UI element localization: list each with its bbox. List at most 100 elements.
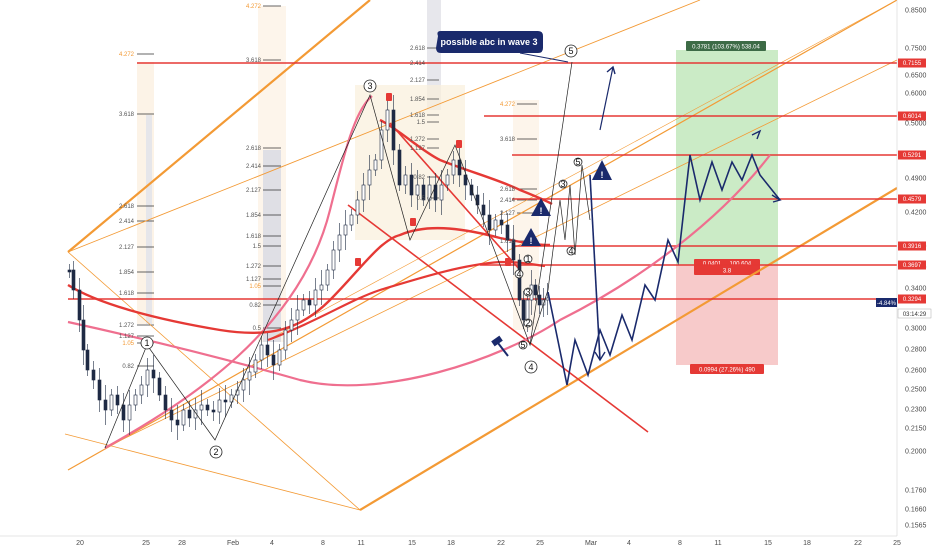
fib-label: 1.127 [119,334,135,340]
wave-circle [514,269,524,279]
fib-label: 2.618 [500,187,516,193]
candle-body [307,299,312,306]
loss-label: 0.0994 (27.26%) 490 [699,368,756,374]
signal-markers [355,93,511,266]
time-tick-label: Mar [585,540,598,547]
time-tick-label: 15 [408,540,416,547]
candle-body [343,224,348,236]
callout-abc-wave3[interactable]: possible abc in wave 3 [436,31,569,63]
candle-body [499,219,504,226]
svg-text:!: ! [601,170,604,180]
time-tick-label: 25 [536,540,544,547]
candle-body [241,379,246,391]
price-tick-label: 0.2000 [905,449,927,456]
wave-label: 3 [367,81,372,91]
fib-label: 3.618 [119,112,135,118]
candle-body [109,394,114,411]
change-badge [876,298,897,307]
fib-label: 1.618 [500,239,516,245]
candle-body [355,199,360,216]
candle-body [511,239,516,261]
time-tick-label: 8 [678,540,682,547]
price-level-tag-label: 0.7155 [903,61,922,67]
time-tick-label: 22 [497,540,505,547]
hammer-icon [491,335,509,357]
warning-icon [531,198,551,216]
candle-body [265,344,270,356]
wave-circle [524,360,538,374]
candle-body [151,369,156,379]
candle-body [97,379,102,401]
channel-line [64,433,361,511]
price-level-tag-label: 0.3697 [903,263,922,269]
candle-body [193,409,198,419]
fib-label: 4.272 [500,102,516,108]
wave-circle [566,246,576,256]
candle-body [505,224,510,241]
fib-label: 1.05 [249,284,261,290]
candle-body [199,404,204,411]
fib-label: 2.127 [246,188,262,194]
fib-label: 1.272 [246,264,262,270]
wave-label: 4 [568,246,573,256]
fib-label: 1.272 [410,137,426,143]
wave-label: 3 [560,179,565,189]
fib-labels: 4.272 3.618 2.618 2.414 2.127 1.854 1.618 1.272… [119,4,516,370]
candle-body [81,319,86,351]
candle-body [517,259,522,301]
candle-body [469,184,474,196]
candle-body [181,409,186,426]
fib-label: 2.414 [410,61,426,67]
fib-label: 3.618 [246,58,262,64]
candle-body [421,184,426,201]
moving-average [67,226,551,335]
wave-label: 4 [516,269,521,279]
candle-body [331,249,336,271]
candle-body [259,344,264,361]
candle-body [367,169,372,186]
time-tick-label: 22 [854,540,862,547]
projection-path[interactable] [547,66,781,386]
price-tick-label: 0.6500 [905,73,927,80]
candle-body [451,159,456,176]
wave-label: 5 [575,157,580,167]
price-tick-label: 0.2500 [905,387,927,394]
warning-icon [521,228,541,246]
price-level-tag-label: 0.4579 [903,197,922,203]
fib-label: 1.854 [410,97,426,103]
price-tick-label: 0.2300 [905,407,927,414]
candle-body [445,174,450,186]
time-tick-label: 4 [627,540,631,547]
candle-body [313,289,318,306]
wave-label: 1 [144,338,149,348]
wave-circle [523,254,533,264]
wave-circle [518,340,528,350]
callout-text: possible abc in wave 3 [440,37,537,47]
long-position-tool[interactable]: 0.3781 (103.67%) 538.04 0.0401 ... 100.6… [676,41,778,374]
channel-line [67,251,361,511]
callout-pointer [519,52,569,63]
price-tick-label: 0.7500 [905,46,927,53]
warning-icons: ! ! ! [521,160,612,246]
price-axis[interactable]: 0.8500 0.7500 0.6500 0.6000 0.5000 0.4900 0.42… [876,0,932,550]
candle-body [463,174,468,186]
candle-body [427,184,432,201]
fib-label: 1.854 [119,270,135,276]
loss-zone [676,265,778,365]
candle-body [391,109,396,151]
candle-body [277,349,282,366]
time-axis[interactable]: 20 25 28 Feb 4 8 11 15 18 22 25 Mar 4 8 11 15 18 22 25 [0,535,932,550]
fib-label: 1.5 [253,244,262,250]
price-tick-label: 0.1660 [905,507,927,514]
price-tick-label: 0.3400 [905,286,927,293]
candle-body [77,289,82,321]
fib-label: 2.414 [119,219,135,225]
moving-average [267,260,546,342]
pink-arc [104,95,373,449]
time-tick-label: 20 [76,540,84,547]
profit-label: 0.3781 (103.67%) 538.04 [692,45,760,51]
price-tick-label: 0.1760 [905,488,927,495]
candle-body [493,219,498,231]
